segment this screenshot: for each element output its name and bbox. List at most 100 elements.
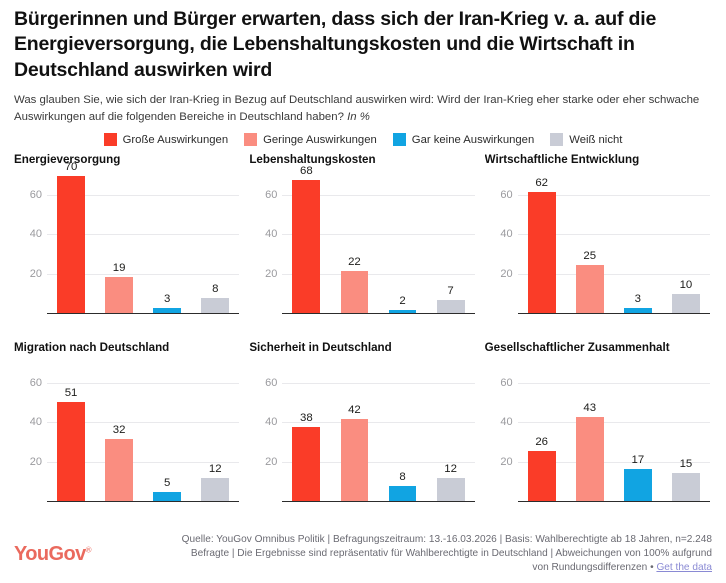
chart-panel: Gesellschaftlicher Zusammenhalt 20 40 60 26 4… xyxy=(485,342,712,522)
bar[interactable] xyxy=(57,176,85,315)
plot-area: 20 40 60 38 42 8 12 xyxy=(249,360,476,522)
bar-column[interactable]: 43 xyxy=(566,360,614,503)
bar[interactable] xyxy=(436,478,465,503)
bar[interactable] xyxy=(623,308,652,315)
plot-inner: 20 40 60 26 43 17 15 xyxy=(500,360,710,503)
chart-footer: YouGov® Quelle: YouGov Omnibus Politik |… xyxy=(0,525,726,583)
page-subtitle: Was glauben Sie, wie sich der Iran-Krieg… xyxy=(14,83,704,125)
bar-column[interactable]: 10 xyxy=(662,172,710,315)
bar[interactable] xyxy=(201,298,230,315)
bar[interactable] xyxy=(671,294,700,315)
gridline: 40 xyxy=(500,228,710,240)
gridline: 20 xyxy=(265,456,475,468)
y-axis-tick-label: 60 xyxy=(29,188,42,201)
bar-value-label: 26 xyxy=(535,435,549,448)
x-axis-baseline xyxy=(47,312,240,315)
get-the-data-link[interactable]: Get the data xyxy=(656,562,712,574)
plot-inner: 20 40 60 68 22 2 7 xyxy=(265,165,475,315)
legend-item[interactable]: Weiß nicht xyxy=(550,133,622,147)
bar-column[interactable]: 62 xyxy=(518,172,566,315)
bar-column[interactable]: 12 xyxy=(191,360,239,503)
bar-column[interactable]: 70 xyxy=(47,161,95,315)
bar-column[interactable]: 68 xyxy=(282,165,330,315)
bar[interactable] xyxy=(340,270,369,315)
gridline: 60 xyxy=(500,377,710,389)
bar[interactable] xyxy=(527,450,556,503)
bar-group: 26 43 17 15 xyxy=(518,360,710,503)
bar-column[interactable]: 51 xyxy=(47,360,95,503)
bar-value-label: 32 xyxy=(112,423,126,436)
bar-column[interactable]: 19 xyxy=(95,172,143,315)
bar-value-label: 15 xyxy=(679,457,693,470)
gridline: 60 xyxy=(500,189,710,201)
bar-group: 70 19 3 8 xyxy=(47,161,239,315)
legend-item[interactable]: Geringe Auswirkungen xyxy=(244,133,377,147)
bar-value-label: 3 xyxy=(164,293,171,306)
x-axis-baseline xyxy=(517,312,710,315)
bar-column[interactable]: 7 xyxy=(427,172,475,315)
y-axis-tick-label: 40 xyxy=(500,416,513,429)
y-axis-tick-label: 20 xyxy=(500,267,513,280)
bar-column[interactable]: 12 xyxy=(427,360,475,503)
bar[interactable] xyxy=(292,179,321,315)
bar-column[interactable]: 42 xyxy=(330,360,378,503)
bar-column[interactable]: 32 xyxy=(95,360,143,503)
bar[interactable] xyxy=(340,419,369,503)
bar[interactable] xyxy=(671,472,700,503)
bar-value-label: 19 xyxy=(112,261,126,274)
legend-item[interactable]: Gar keine Auswirkungen xyxy=(392,133,534,147)
bar[interactable] xyxy=(153,492,182,503)
plot-area: 20 40 60 68 22 2 7 xyxy=(249,165,476,334)
bar-column[interactable]: 25 xyxy=(566,172,614,315)
bar-column[interactable]: 2 xyxy=(378,172,426,315)
chart-panel: Lebenshaltungskosten 20 40 60 68 22 2 7 xyxy=(249,154,476,334)
gridline: 20 xyxy=(500,456,710,468)
bar[interactable] xyxy=(57,401,85,503)
bar-column[interactable]: 38 xyxy=(282,360,330,503)
bar-value-label: 12 xyxy=(208,463,222,476)
bar-value-label: 12 xyxy=(444,463,457,476)
bar[interactable] xyxy=(105,276,134,315)
bar-column[interactable]: 8 xyxy=(191,172,239,315)
subtitle-question: Was glauben Sie, wie sich der Iran-Krieg… xyxy=(14,94,700,123)
bar[interactable] xyxy=(623,468,652,503)
y-axis-tick-label: 20 xyxy=(29,455,42,468)
bar-column[interactable]: 3 xyxy=(143,172,191,315)
bar[interactable] xyxy=(153,308,182,315)
bar-column[interactable]: 5 xyxy=(143,360,191,503)
gridline: 40 xyxy=(265,416,475,428)
y-axis-tick-label: 20 xyxy=(500,455,513,468)
bar-column[interactable]: 17 xyxy=(614,360,662,503)
bar[interactable] xyxy=(527,191,556,315)
legend-item[interactable]: Große Auswirkungen xyxy=(103,133,228,147)
plot-inner: 20 40 60 70 19 3 8 xyxy=(30,161,240,315)
chart-panel: Migration nach Deutschland 20 40 60 51 32 5 12 xyxy=(14,342,241,522)
gridline: 40 xyxy=(500,416,710,428)
plot-area: 20 40 60 62 25 3 10 xyxy=(485,172,712,334)
y-axis-tick-label: 20 xyxy=(265,267,278,280)
bar[interactable] xyxy=(436,300,465,315)
bar-column[interactable]: 22 xyxy=(330,172,378,315)
bar[interactable] xyxy=(201,478,230,503)
bar-column[interactable]: 15 xyxy=(662,360,710,503)
bar-value-label: 42 xyxy=(348,404,361,417)
bar[interactable] xyxy=(575,417,604,503)
bar[interactable] xyxy=(388,310,417,315)
source-note: Quelle: YouGov Omnibus Politik | Befragu… xyxy=(105,533,712,576)
bar[interactable] xyxy=(105,438,134,503)
bar[interactable] xyxy=(388,486,417,503)
panel-title: Gesellschaftlicher Zusammenhalt xyxy=(484,342,670,355)
bar-column[interactable]: 8 xyxy=(378,360,426,503)
bar-column[interactable]: 3 xyxy=(614,172,662,315)
bar[interactable] xyxy=(575,264,604,315)
bar[interactable] xyxy=(292,427,321,503)
bar-column[interactable]: 26 xyxy=(518,360,566,503)
bar-value-label: 22 xyxy=(348,255,361,268)
source-line-1: Quelle: YouGov Omnibus Politik | Befragu… xyxy=(181,533,712,545)
yougov-logo-text: YouGov xyxy=(14,542,86,565)
panel-title: Migration nach Deutschland xyxy=(14,342,170,355)
y-axis-tick-label: 60 xyxy=(265,376,278,389)
x-axis-baseline xyxy=(282,500,475,503)
registered-mark-icon: ® xyxy=(85,544,92,554)
legend-swatch-icon xyxy=(550,133,564,147)
